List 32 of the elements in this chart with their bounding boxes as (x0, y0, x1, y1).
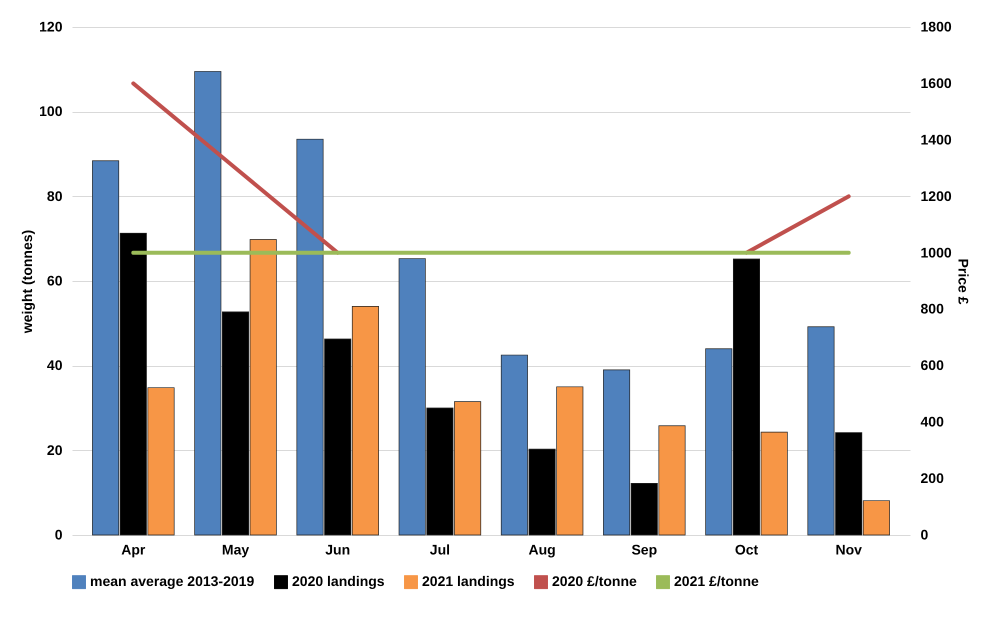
y-tick-label: 40 (46, 357, 63, 374)
y2-tick-label: 400 (920, 414, 944, 430)
y-tick-label: 80 (46, 188, 63, 204)
legend-label: 2021 £/tonne (674, 573, 760, 590)
x-tick-label: Apr (121, 542, 146, 558)
x-tick-label: Nov (835, 542, 862, 558)
y-tick-label: 0 (54, 526, 63, 542)
y-axis-title: weight (tonnes) (19, 230, 36, 334)
y2-axis-title: Price £ (956, 258, 972, 305)
y2-tick-label: 1200 (920, 188, 952, 204)
x-tick-label: Jun (325, 542, 350, 558)
x-tick-label: Oct (734, 542, 758, 558)
x-tick-label: Aug (528, 542, 556, 558)
y2-tick-label: 1600 (920, 74, 952, 91)
y-tick-label: 60 (46, 272, 63, 288)
y2-tick-label: 200 (920, 470, 944, 486)
legend-label: 2021 landings (422, 573, 515, 590)
y-tick-label: 120 (39, 18, 63, 34)
legend-label: 2020 £/tonne (552, 573, 638, 590)
legend-label: mean average 2013-2019 (90, 573, 254, 590)
x-tick-label: Sep (631, 542, 658, 558)
y-tick-label: 100 (39, 103, 63, 120)
x-tick-label: Jul (430, 542, 450, 558)
y2-tick-label: 600 (920, 357, 944, 374)
legend-label: 2020 landings (292, 573, 385, 590)
x-tick-label: May (222, 542, 250, 558)
y2-tick-label: 1000 (920, 244, 952, 260)
y2-tick-label: 1800 (920, 18, 952, 34)
y2-tick-label: 1400 (920, 131, 952, 148)
y-tick-label: 20 (46, 442, 63, 458)
y2-tick-label: 800 (920, 300, 944, 317)
y2-tick-label: 0 (920, 526, 928, 542)
